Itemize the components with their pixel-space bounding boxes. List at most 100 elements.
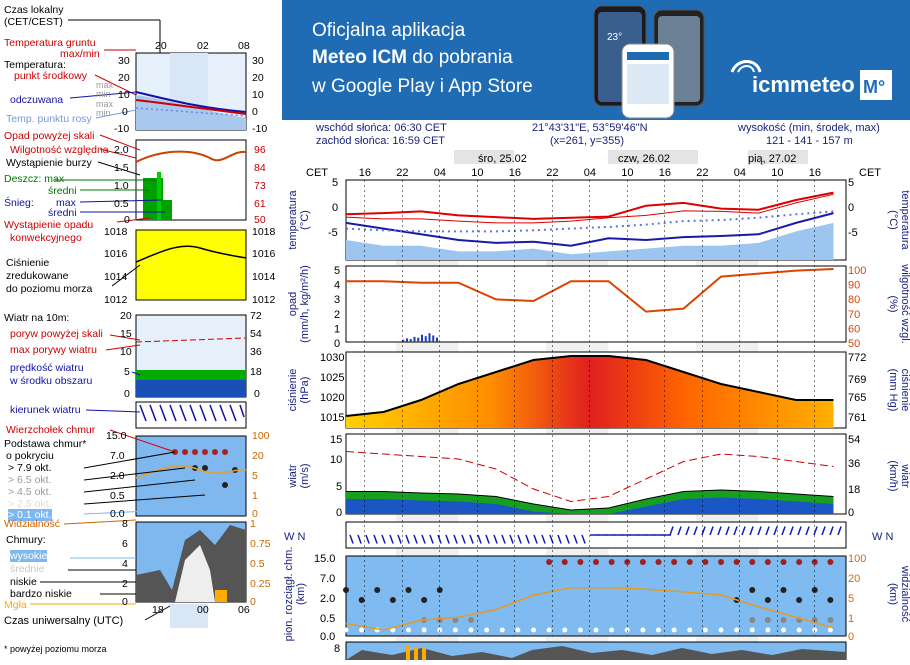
cloud-base-dot-9 [405,587,412,593]
wind-arrow-13 [445,534,450,544]
legend-oct2: > 6.5 okt. [8,474,52,486]
wind-arrow-60 [821,526,826,536]
cb-tick-05: 0.5 [320,613,335,625]
wind-arrow-2 [357,534,362,544]
legend-temp-max: max [96,80,114,90]
cloud-base-dot-17 [452,617,459,623]
precip-tick-1: 1 [334,323,340,335]
precip-tick-0: 0 [334,338,340,350]
hum-tick-90: 90 [848,280,860,292]
legend-precip-conv: konwekcyjnego [10,232,82,244]
precip-bar-10 [436,337,438,342]
legend-cl-high: wysokie [10,550,48,562]
wind-arrow-6 [389,534,394,544]
legend-clouds: Chmury: [6,534,46,546]
wind-axis-label: wiatr [287,464,299,489]
press-axis-unit: (hPa) [299,377,311,404]
wind-arrow-24 [533,534,538,544]
day-label-2: czw, 26.02 [618,153,670,165]
legend-snow-max: max [56,197,76,209]
hour-label-9: 16 [659,167,671,179]
legend-utc: Czas uniwersalny (UTC) [4,615,124,627]
wind-arrow-11 [429,534,434,544]
wind-arrow-61 [829,526,834,536]
cl-tick-3: 4 [122,558,128,570]
legend-rain: Deszcz: max [4,173,65,185]
temp-tick-2: 20 [118,72,130,84]
cloud-low-dot-48 [718,627,724,633]
temp-tick-l-0: 0 [332,202,338,214]
cloud-top-dot-49 [733,559,740,565]
wind-arrow-17 [477,534,482,544]
legend-storm: Wystąpienie burzy [6,157,92,169]
legend-tz-hour-3: 08 [238,40,250,52]
press-tick-1025: 1025 [320,372,344,384]
press-mm-772: 772 [848,352,866,364]
wind-arrow-55 [781,526,786,536]
legend-gust-over: poryw powyżej skali [10,328,103,340]
wind-arrow-30 [581,534,586,544]
hum-tick-3: 73 [254,180,266,192]
wind-arrow-47 [717,526,722,536]
wind-tick-5: 5 [336,481,342,493]
precip-bar-4 [413,336,416,342]
legend-snow-bars [162,200,172,220]
sunset: zachód słońca: 16:59 CET [316,135,446,147]
hum-tick-5: 50 [254,214,266,226]
legend-panel: Czas lokalny (CET/CEST) 20 02 08 Tempera… [0,0,282,660]
cloud-base-dot-3 [358,597,365,603]
press-tick-4: 1012 [104,294,128,306]
temp-tick-r-m5: -5 [848,227,858,239]
cloud-base-dot-54 [749,617,756,623]
cloud-low-dot-32 [593,627,599,633]
cb-tick-2: 2.0 [320,593,335,605]
temp-axis-unit: (°C) [299,210,311,230]
cet-label-right: CET [859,167,881,179]
wind-arrow-29 [573,534,578,544]
cloud-low-dot-18 [452,627,458,633]
banner-graphics: 23° icmmeteo M° [593,5,892,119]
cloud-top-dot-27 [561,559,568,565]
wind-tick-5: 0 [124,388,130,400]
legend-tz: Czas lokalny [4,4,64,16]
precip-bar-5 [417,337,420,342]
hum-tick-4: 61 [254,198,266,210]
cloud-base-dot-62 [780,617,787,623]
legend-rain-avg: średni [48,185,77,197]
precip-bar-6 [421,334,423,342]
precip-tick-3: 1.0 [114,180,129,192]
cloud-low-dot-34 [609,627,615,633]
wind-arrow-15 [461,534,466,544]
precip-bars [402,333,438,342]
cl-tick-r4: 0.25 [250,578,271,590]
wind-axis-unit: (m/s) [299,463,311,488]
legend-oct5: > 0.1 okt. [8,509,52,521]
wind-kmh-36: 36 [848,458,860,470]
legend-fog: Mgła [4,599,27,611]
press-mm-769: 769 [848,374,866,386]
hour-label-12: 10 [771,167,783,179]
wind-tick-4: 5 [124,366,130,378]
phone-temp: 23° [607,32,622,43]
cloud-low-dot-38 [640,627,646,633]
wind-tick-1: 20 [120,310,132,322]
humidity-ticks: 100 90 80 70 60 50 [848,265,866,350]
cloud-low-dot-46 [702,627,708,633]
cl-tick-r5: 0 [250,596,256,608]
cloud-base-panel [345,555,847,637]
press-mm-761: 761 [848,412,866,424]
cb-tick-15: 15.0 [314,553,335,565]
cl-tick-r2: 0.75 [250,538,271,550]
cloud-low-dot-20 [468,627,474,633]
legend-wind-dir: kierunek wiatru [10,404,81,416]
logo-text: icmmeteo [752,72,855,97]
press-tick-1015: 1015 [320,412,344,424]
cl-tick-4: 2 [122,578,128,590]
phone-mockups [593,5,705,119]
legend-feels: odczuwana [10,94,64,106]
precip-axis-unit: (mm/h, kg/m²/h) [299,265,311,343]
elevation-value: 121 - 141 - 157 m [766,135,853,147]
cloud-low-dot-4 [359,627,365,633]
wind-arrow-23 [525,534,530,544]
app-banner[interactable]: Oficjalna aplikacja Meteo ICM do pobrani… [282,0,910,120]
